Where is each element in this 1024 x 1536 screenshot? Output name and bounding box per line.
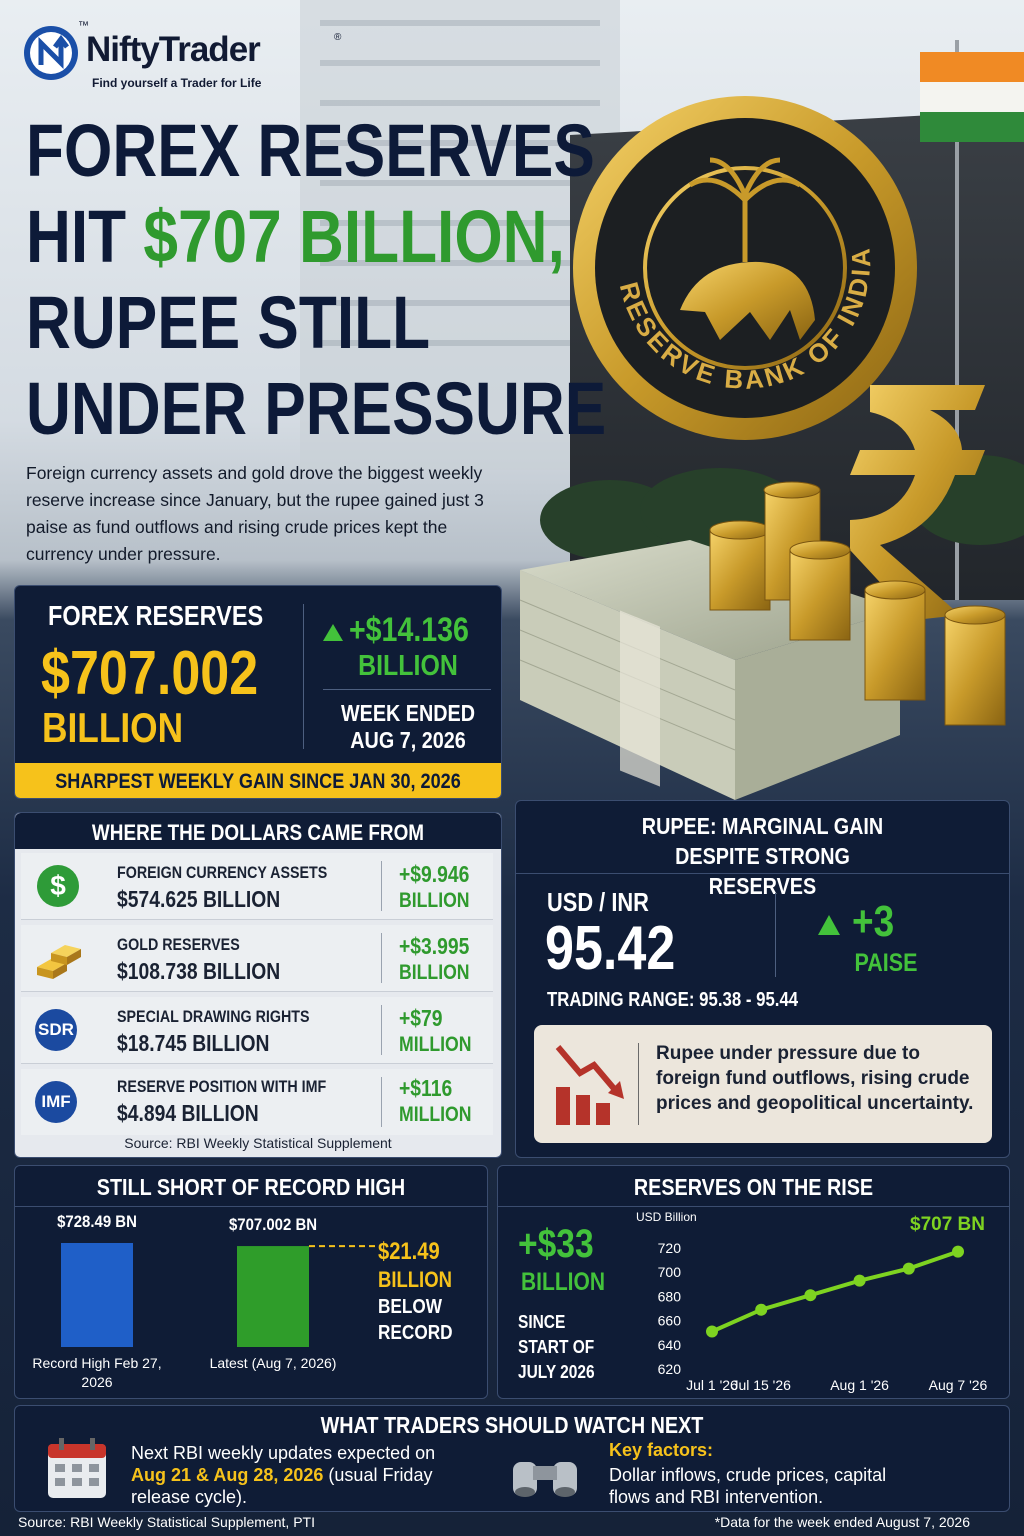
rupee-card: RUPEE: MARGINAL GAIN DESPITE STRONG RESE… bbox=[515, 800, 1010, 1158]
headline-line: RUPEE STILL bbox=[26, 281, 431, 364]
component-row: IMF RESERVE POSITION WITH IMF $4.894 BIL… bbox=[21, 1069, 493, 1135]
banner-text: SHARPEST WEEKLY GAIN SINCE JAN 30, 2026 bbox=[55, 770, 461, 793]
row-name: GOLD RESERVES bbox=[117, 935, 240, 954]
headline-highlight: $707 BILLION, bbox=[143, 195, 565, 278]
divider bbox=[303, 604, 304, 749]
headline-line: FOREX RESERVES bbox=[26, 109, 595, 192]
row-icon: $ bbox=[37, 865, 79, 907]
period: AUG 7, 2026 bbox=[350, 727, 466, 753]
x-tick-label: Latest (Aug 7, 2026) bbox=[209, 1355, 337, 1371]
reserves-unit: BILLION bbox=[42, 704, 184, 751]
up-arrow bbox=[323, 624, 343, 641]
card-title: WHERE THE DOLLARS CAME FROM bbox=[91, 820, 425, 845]
factors: Dollar inflows, crude prices, capital fl… bbox=[609, 1465, 887, 1507]
headline-line: HIT $707 BILLION, bbox=[26, 194, 565, 279]
card-header: WHERE THE DOLLARS CAME FROM bbox=[15, 813, 501, 849]
note-box: Rupee under pressure due to foreign fund… bbox=[534, 1025, 992, 1143]
brand-name: NiftyTrader bbox=[86, 30, 261, 69]
watch-card: WHAT TRADERS SHOULD WATCH NEXT Next RBI … bbox=[14, 1405, 1010, 1512]
row-change-unit: BILLION bbox=[399, 889, 470, 912]
reserves-card: FOREX RESERVES $707.002 BILLION +$14.136… bbox=[14, 585, 502, 799]
divider bbox=[775, 893, 776, 977]
rupee-change: +3 bbox=[852, 897, 895, 946]
component-row: GOLD RESERVES $108.738 BILLION +$3.995 B… bbox=[21, 925, 493, 992]
rise-chart-card: RESERVES ON THE RISE +$33 BILLION SINCE … bbox=[497, 1165, 1010, 1399]
row-change: +$3.995 bbox=[399, 933, 470, 959]
component-row: $ FOREIGN CURRENCY ASSETS $574.625 BILLI… bbox=[21, 853, 493, 920]
row-change: +$79 bbox=[399, 1005, 443, 1031]
divider bbox=[498, 1206, 1009, 1207]
divider bbox=[381, 861, 382, 911]
divider bbox=[516, 873, 1009, 874]
trading-range: TRADING RANGE: 95.38 - 95.44 bbox=[547, 989, 799, 1011]
gold-icon bbox=[37, 945, 81, 979]
background-art: RESERVE BANK OF INDIA bbox=[300, 0, 1024, 800]
rise-change: +$33 bbox=[518, 1222, 594, 1266]
source: Source: RBI Weekly Statistical Supplemen… bbox=[124, 1135, 392, 1151]
card-label: FOREX RESERVES bbox=[48, 600, 264, 631]
card-title: RUPEE: MARGINAL GAIN DESPITE STRONG RESE… bbox=[641, 813, 884, 899]
row-name: RESERVE POSITION WITH IMF bbox=[117, 1077, 327, 1096]
divider bbox=[638, 1043, 639, 1125]
banner: SHARPEST WEEKLY GAIN SINCE JAN 30, 2026 bbox=[15, 763, 501, 798]
divider bbox=[381, 933, 382, 983]
footer-note: *Data for the week ended August 7, 2026 bbox=[714, 1514, 970, 1530]
schedule-start: Next RBI weekly updates expected on bbox=[131, 1443, 436, 1463]
summary: Foreign currency assets and gold drove t… bbox=[26, 463, 484, 564]
divider bbox=[381, 1005, 382, 1055]
components-card: WHERE THE DOLLARS CAME FROM $ FOREIGN CU… bbox=[14, 812, 502, 1158]
rise-change-unit: BILLION bbox=[521, 1268, 605, 1296]
factors-label: Key factors: bbox=[609, 1440, 714, 1460]
change-unit: BILLION bbox=[358, 650, 458, 682]
headline-line: UNDER PRESSURE bbox=[26, 367, 607, 450]
row-change-unit: MILLION bbox=[399, 1033, 472, 1056]
row-change-unit: MILLION bbox=[399, 1103, 472, 1126]
card-title: WHAT TRADERS SHOULD WATCH NEXT bbox=[320, 1412, 704, 1438]
rupee-change-unit: PAISE bbox=[854, 949, 918, 977]
card-title: STILL SHORT OF RECORD HIGH bbox=[96, 1174, 406, 1200]
schedule-dates: Aug 21 & Aug 28, 2026 bbox=[131, 1465, 324, 1485]
currency-pair: USD / INR bbox=[547, 887, 649, 917]
row-amount: $4.894 BILLION bbox=[117, 1100, 259, 1126]
schedule-text: Next RBI weekly updates expected on Aug … bbox=[131, 1442, 451, 1508]
brand-registered: ® bbox=[334, 32, 342, 43]
row-change-unit: BILLION bbox=[399, 961, 470, 984]
rise-period: SINCE START OF JULY 2026 bbox=[518, 1312, 595, 1382]
headline-text: HIT bbox=[26, 195, 127, 278]
reserves-value: $707.002 bbox=[41, 639, 259, 708]
row-name: FOREIGN CURRENCY ASSETS bbox=[117, 863, 328, 882]
divider bbox=[381, 1077, 382, 1127]
calendar-icon bbox=[48, 1438, 106, 1498]
row-amount: $574.625 BILLION bbox=[117, 886, 281, 912]
row-amount: $108.738 BILLION bbox=[117, 958, 281, 984]
divider bbox=[323, 689, 491, 690]
row-icon: SDR bbox=[35, 1009, 77, 1051]
change-value: +$14.136 bbox=[349, 611, 469, 649]
up-arrow bbox=[818, 915, 840, 935]
card-title: RESERVES ON THE RISE bbox=[633, 1174, 874, 1200]
binoculars-icon bbox=[513, 1462, 577, 1497]
period-label: WEEK ENDED bbox=[340, 700, 476, 726]
gap-value: $21.49 bbox=[378, 1238, 440, 1265]
row-amount: $18.745 BILLION bbox=[117, 1030, 270, 1056]
gap-unit: BILLION bbox=[378, 1267, 452, 1292]
logo-icon bbox=[24, 26, 78, 80]
row-change: +$116 bbox=[399, 1075, 453, 1101]
footer-source: Source: RBI Weekly Statistical Supplemen… bbox=[18, 1514, 315, 1530]
decline-icon bbox=[555, 1045, 624, 1125]
rupee-note: Rupee under pressure due to foreign fund… bbox=[656, 1043, 974, 1114]
divider bbox=[15, 1206, 487, 1207]
component-row: SDR SPECIAL DRAWING RIGHTS $18.745 BILLI… bbox=[21, 997, 493, 1064]
row-change: +$9.946 bbox=[399, 861, 470, 887]
schedule-end: (usual Friday release cycle). bbox=[131, 1465, 433, 1507]
brand-trademark: ™ bbox=[78, 20, 89, 32]
row-name: SPECIAL DRAWING RIGHTS bbox=[117, 1007, 310, 1026]
brand-tagline: Find yourself a Trader for Life bbox=[92, 76, 262, 90]
exchange-rate: 95.42 bbox=[545, 914, 676, 983]
gap-text: BELOW RECORD bbox=[378, 1296, 453, 1344]
row-icon: IMF bbox=[35, 1081, 77, 1123]
x-tick-label: Record High Feb 27, 2026 bbox=[32, 1355, 162, 1390]
